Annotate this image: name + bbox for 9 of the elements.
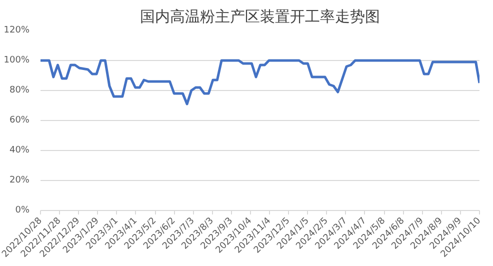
y-tick-label: 120%	[4, 26, 30, 36]
y-tick-label: 20%	[9, 176, 30, 186]
chart-title: 国内高温粉主产区装置开工率走势图	[140, 8, 380, 26]
y-tick-label: 80%	[9, 86, 30, 96]
y-tick-label: 0%	[15, 206, 30, 216]
line-series	[40, 59, 480, 106]
y-tick-label: 40%	[9, 146, 30, 156]
y-tick-label: 100%	[4, 56, 30, 66]
y-tick-label: 60%	[9, 116, 30, 126]
